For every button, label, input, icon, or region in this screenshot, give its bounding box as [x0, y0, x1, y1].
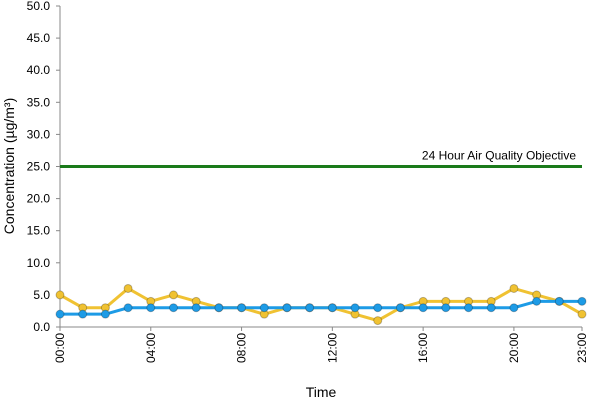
y-tick-label: 25.0 — [27, 160, 51, 174]
point — [168, 290, 178, 300]
point — [486, 303, 496, 313]
y-tick-label: 15.0 — [27, 224, 51, 238]
y-tick-label: 10.0 — [27, 256, 51, 270]
x-tick-label: 00:00 — [53, 333, 67, 363]
y-axis-label: Concentration (µg/m³) — [1, 98, 17, 234]
point — [55, 290, 65, 300]
y-tick-label: 45.0 — [27, 31, 51, 45]
point — [55, 309, 65, 319]
series-line — [60, 299, 582, 316]
x-tick-label: 04:00 — [144, 333, 158, 363]
y-tick-label: 30.0 — [27, 127, 51, 141]
point — [509, 303, 519, 313]
x-axis-label: Time — [306, 384, 337, 400]
point — [373, 303, 383, 313]
point — [282, 303, 292, 313]
point — [509, 283, 519, 293]
x-tick-label: 16:00 — [416, 333, 430, 363]
point — [532, 296, 542, 306]
y-tick-label: 40.0 — [27, 63, 51, 77]
y-tick-label: 0.0 — [33, 320, 50, 334]
y-tick-label: 20.0 — [27, 192, 51, 206]
point — [554, 296, 564, 306]
x-tick-label: 08:00 — [235, 333, 249, 363]
point — [78, 309, 88, 319]
point — [259, 303, 269, 313]
y-tick-label: 50.0 — [27, 0, 51, 13]
point — [373, 316, 383, 326]
point — [305, 303, 315, 313]
point — [577, 309, 587, 319]
y-tick-label: 5.0 — [33, 288, 50, 302]
reference-label: 24 Hour Air Quality Objective — [422, 149, 576, 163]
series-line — [59, 286, 583, 323]
point — [577, 296, 587, 306]
point — [214, 303, 224, 313]
point — [350, 303, 360, 313]
point — [191, 303, 201, 313]
point — [100, 309, 110, 319]
point — [441, 303, 451, 313]
y-tick-label: 35.0 — [27, 95, 51, 109]
point — [146, 303, 156, 313]
point — [123, 303, 133, 313]
point — [123, 283, 133, 293]
point — [395, 303, 405, 313]
point — [418, 303, 428, 313]
x-tick-label: 12:00 — [325, 333, 339, 363]
x-tick-label: 23:00 — [575, 333, 589, 363]
x-tick-label: 20:00 — [507, 333, 521, 363]
point — [237, 303, 247, 313]
point — [464, 303, 474, 313]
point — [168, 303, 178, 313]
point — [327, 303, 337, 313]
